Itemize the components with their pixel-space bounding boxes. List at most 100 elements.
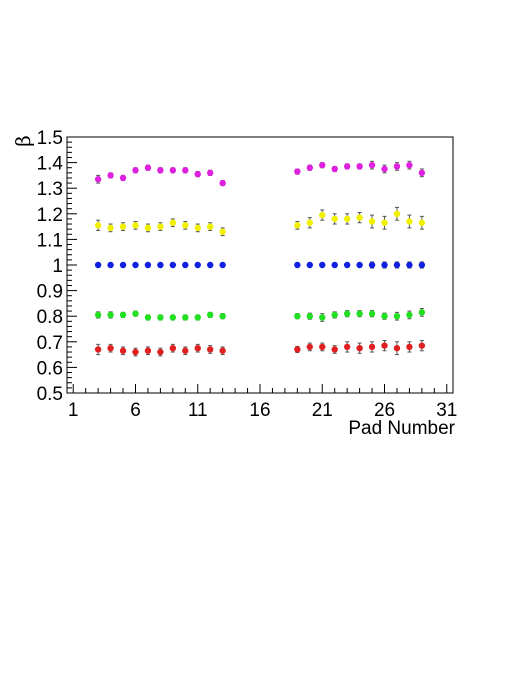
data-point — [169, 314, 177, 321]
data-point — [294, 168, 301, 175]
data-point — [107, 345, 114, 352]
data-point — [169, 167, 177, 174]
series-1 — [94, 206, 426, 237]
data-point — [107, 311, 114, 319]
data-point — [294, 222, 301, 229]
data-point — [356, 214, 363, 221]
data-point — [119, 347, 127, 354]
data-point — [306, 313, 314, 320]
data-point — [144, 224, 152, 232]
data-point — [182, 222, 189, 229]
data-point — [368, 218, 376, 225]
y-tick-label: 0.5 — [37, 384, 63, 405]
data-point — [119, 311, 127, 319]
data-point — [406, 261, 413, 269]
data-point — [144, 347, 152, 354]
data-point — [194, 170, 201, 178]
data-point — [132, 310, 139, 317]
data-point — [169, 219, 177, 226]
y-tick-label: 0.8 — [37, 307, 63, 328]
data-point — [356, 310, 363, 317]
data-point — [132, 348, 139, 356]
x-tick-label: 6 — [130, 400, 141, 421]
y-axis-title: β — [11, 135, 35, 147]
series-0 — [94, 160, 426, 187]
data-point — [393, 345, 401, 352]
data-point — [157, 223, 164, 230]
data-point — [319, 343, 326, 351]
y-tick-label: 1.1 — [37, 230, 63, 251]
data-point — [157, 167, 164, 174]
data-point — [144, 164, 152, 171]
data-point — [157, 348, 164, 356]
data-point — [331, 215, 338, 223]
data-point — [182, 261, 189, 269]
data-point — [219, 228, 226, 235]
data-point — [157, 261, 164, 269]
y-tick-label: 0.7 — [37, 333, 63, 354]
y-tick-label: 1.4 — [37, 154, 64, 175]
data-point — [94, 176, 102, 183]
y-tick-label: 1.2 — [37, 205, 63, 226]
data-point — [393, 163, 401, 170]
data-point — [182, 347, 189, 354]
data-point — [381, 261, 388, 269]
data-point — [319, 261, 326, 269]
data-point — [107, 224, 114, 232]
data-point — [319, 161, 326, 169]
data-point — [194, 261, 201, 269]
data-point — [418, 219, 426, 226]
series-3 — [94, 308, 426, 322]
data-point — [381, 313, 388, 320]
data-point — [169, 345, 177, 352]
data-point — [182, 167, 189, 174]
data-point — [294, 261, 301, 269]
data-point — [406, 311, 413, 319]
data-point — [381, 165, 388, 173]
x-tick-label: 11 — [188, 400, 208, 421]
data-point — [356, 163, 363, 170]
data-point — [94, 222, 102, 229]
x-tick-label: 31 — [436, 400, 457, 421]
data-point — [94, 261, 102, 269]
data-point — [343, 261, 351, 269]
data-point — [94, 346, 102, 353]
y-tick-label: 0.9 — [37, 282, 63, 303]
data-point — [119, 223, 127, 230]
data-point — [393, 261, 401, 269]
data-point — [393, 210, 401, 217]
data-point — [194, 314, 201, 321]
data-point — [319, 211, 326, 219]
y-tick-label: 1.3 — [37, 179, 63, 200]
data-point — [418, 261, 426, 269]
y-tick-label: 1.5 — [37, 128, 63, 149]
x-axis-title: Pad Number — [348, 418, 455, 439]
data-point — [418, 169, 426, 177]
data-point — [132, 222, 139, 229]
data-point — [219, 347, 226, 354]
data-point — [294, 346, 301, 353]
data-point — [119, 174, 127, 182]
data-point — [331, 311, 338, 319]
data-point — [393, 313, 401, 320]
y-tick-label: 1 — [52, 256, 63, 277]
data-point — [356, 261, 363, 269]
y-tick-labels: 0.5 0.6 0.7 0.8 0.9 1 1.1 1.2 1.3 1.4 1.5 — [37, 128, 64, 405]
data-point — [368, 343, 376, 351]
data-point — [418, 342, 426, 349]
y-tick-label: 0.6 — [37, 358, 63, 379]
data-point — [406, 161, 413, 169]
data-point — [343, 310, 351, 317]
x-tick-label: 1 — [68, 400, 79, 421]
data-point — [306, 261, 314, 269]
data-point — [406, 343, 413, 351]
data-point — [194, 345, 201, 352]
data-point — [206, 169, 214, 177]
data-point — [331, 165, 338, 173]
data-point — [206, 311, 214, 319]
data-point — [206, 261, 214, 269]
x-tick-label: 16 — [249, 400, 270, 421]
x-tick-label: 21 — [312, 400, 333, 421]
data-point — [418, 309, 426, 316]
